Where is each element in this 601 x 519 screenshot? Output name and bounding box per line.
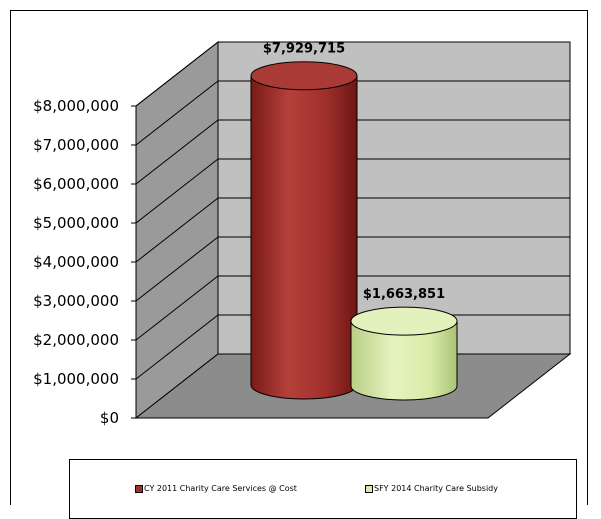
y-tick-label: $0: [100, 409, 119, 427]
grid-line-side: [135, 275, 219, 341]
legend-label-sfy2014: SFY 2014 Charity Care Subsidy: [374, 484, 498, 493]
grid-line-side: [135, 119, 219, 185]
legend-swatch-sfy2014: [365, 484, 373, 493]
legend-item-cy2011: CY 2011 Charity Care Services @ Cost: [135, 484, 297, 493]
data-label: $7,929,715: [263, 42, 345, 57]
legend-label-cy2011: CY 2011 Charity Care Services @ Cost: [144, 484, 297, 493]
y-tick-label: $2,000,000: [33, 331, 119, 349]
bars: [250, 61, 458, 401]
chart-plot: $0 $1,000,000 $2,000,000 $3,000,000 $4,000,0…: [33, 40, 572, 427]
grid-line-side: [135, 158, 219, 224]
grid-line-side: [135, 41, 219, 107]
grid-line-side: [135, 236, 219, 302]
bar-top: [250, 61, 358, 91]
chart-frame: [10, 10, 588, 505]
y-axis-ticks: $0 $1,000,000 $2,000,000 $3,000,000 $4,000,0…: [33, 97, 119, 427]
y-tick-label: $5,000,000: [33, 214, 119, 232]
bar-cy2011: [250, 61, 358, 400]
y-tick-label: $6,000,000: [33, 175, 119, 193]
legend: CY 2011 Charity Care Services @ Cost SFY…: [69, 459, 577, 519]
y-tick-label: $7,000,000: [33, 136, 119, 154]
y-tick-label: $1,000,000: [33, 370, 119, 388]
grid-line-side: [135, 197, 219, 263]
y-tick-label: $3,000,000: [33, 292, 119, 310]
grid-line-side: [135, 80, 219, 146]
data-labels: $7,929,715 $1,663,851: [263, 42, 445, 302]
bar-body: [250, 75, 358, 400]
grid-line-side: [135, 314, 219, 380]
y-tick-label: $4,000,000: [33, 253, 119, 271]
legend-swatch-cy2011: [135, 484, 143, 493]
data-label: $1,663,851: [363, 287, 445, 302]
bar-body: [350, 320, 458, 401]
bar-top: [350, 306, 458, 336]
bar-sfy2014: [350, 306, 458, 401]
y-tick-label: $8,000,000: [33, 97, 119, 115]
legend-item-sfy2014: SFY 2014 Charity Care Subsidy: [365, 484, 498, 493]
